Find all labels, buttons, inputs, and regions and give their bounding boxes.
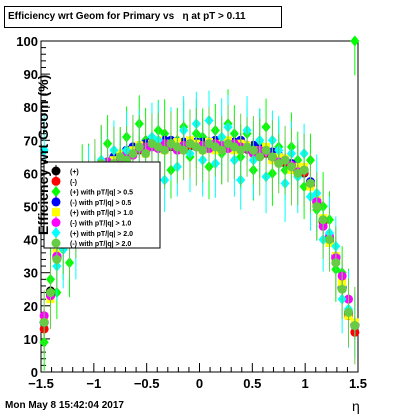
data-point	[324, 235, 334, 245]
x-tick-label: −1.5	[28, 376, 54, 391]
data-point	[255, 152, 265, 162]
x-tick-label: 1	[302, 376, 309, 391]
data-point	[267, 152, 277, 162]
legend-label: (+) with pT/|q| > 2.0	[70, 231, 133, 238]
data-point	[52, 254, 62, 264]
x-tick-label: 0.5	[243, 376, 261, 391]
data-point	[343, 307, 353, 317]
y-tick-label: 10	[24, 332, 38, 347]
chart-title: Efficiency wrt Geom for Primary vs η at …	[4, 6, 282, 28]
x-tick-label: 0	[196, 376, 203, 391]
data-point	[141, 149, 151, 159]
data-point	[261, 145, 271, 155]
data-point	[39, 317, 49, 327]
axes: −1.5 −1 −0.5 0 0.5 1 1.5 0 10 20 30 40 50 60 70 80 90 100	[16, 34, 367, 391]
legend-label: (+) with pT/|q| > 0.5	[70, 190, 133, 197]
y-tick-label: 20	[24, 299, 38, 314]
legend-label: (+)	[70, 169, 79, 176]
data-point	[280, 155, 290, 165]
y-tick-label: 100	[16, 34, 38, 49]
data-point	[179, 145, 189, 155]
y-tick-label: 90	[24, 67, 38, 82]
legend: (+) (-) (+) with pT/|q| > 0.5 (-) with pT/|…	[43, 161, 161, 250]
data-point	[337, 284, 347, 294]
data-point	[318, 215, 328, 225]
data-point	[350, 35, 360, 47]
data-point	[217, 145, 227, 155]
legend-box	[43, 161, 161, 249]
x-axis-label: η	[352, 398, 360, 414]
y-tick-label: 60	[24, 166, 38, 181]
data-point	[128, 149, 138, 159]
data-point	[350, 321, 360, 331]
legend-label: (-) with pT/|q| > 2.0	[70, 241, 131, 248]
data-point	[299, 165, 309, 175]
data-point	[160, 145, 170, 155]
y-tick-label: 70	[24, 133, 38, 148]
x-tick-label: −1	[86, 376, 101, 391]
legend-label: (-)	[70, 179, 77, 186]
y-tick-label: 30	[24, 266, 38, 281]
data-point	[46, 288, 56, 298]
data-point	[198, 145, 208, 155]
data-point	[305, 178, 315, 188]
data-point	[248, 145, 258, 155]
data-point	[331, 258, 341, 268]
legend-label: (-) with pT/|q| > 1.0	[70, 221, 131, 228]
y-tick-label: 50	[24, 200, 38, 215]
data-point	[39, 144, 49, 156]
legend-label: (-) with pT/|q| > 0.5	[70, 200, 131, 207]
y-tick-label: 80	[24, 100, 38, 115]
y-tick-label: 0	[31, 365, 38, 380]
y-tick-label: 40	[24, 233, 38, 248]
data-point	[134, 142, 144, 152]
data-point	[312, 202, 322, 211]
legend-label: (+) with pT/|q| > 1.0	[70, 210, 133, 217]
x-tick-label: 1.5	[349, 376, 367, 391]
x-tick-label: −0.5	[134, 376, 160, 391]
date-stamp: Mon May 8 15:42:04 2017	[5, 400, 124, 411]
data-point	[286, 162, 296, 172]
y-axis-label: Efficiency wrt Geom (%)	[35, 75, 51, 235]
